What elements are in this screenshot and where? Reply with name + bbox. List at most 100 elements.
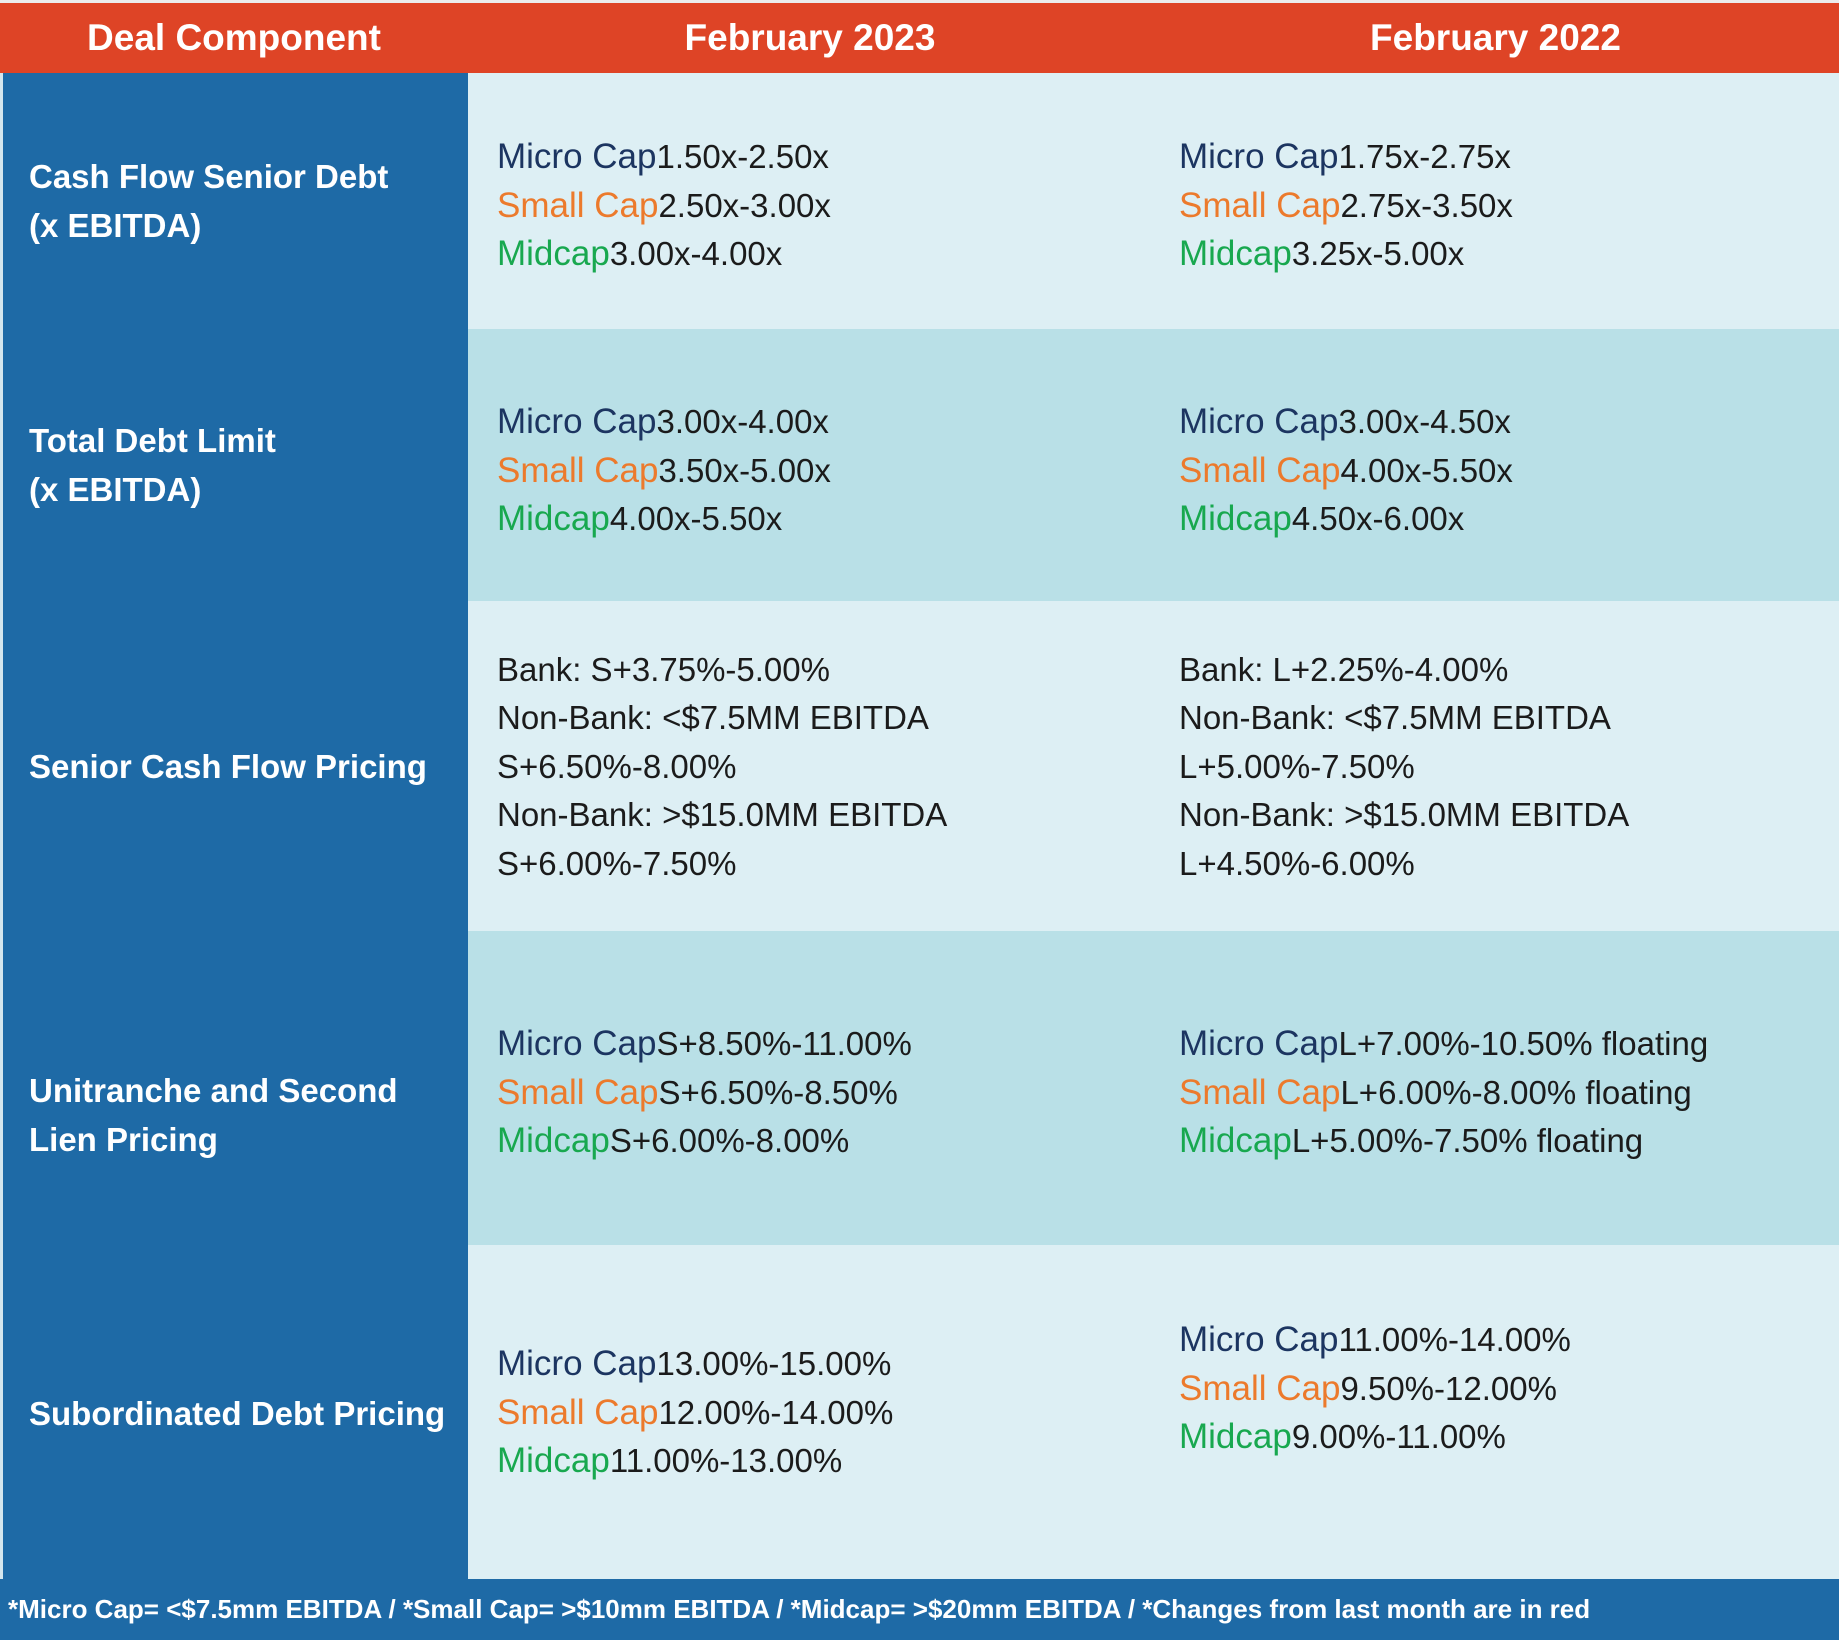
small-cap-label: Small Cap xyxy=(1179,186,1340,225)
nonbank-small-pricing: Non-Bank: <$7.5MM EBITDA S+6.50%-8.00% xyxy=(497,694,1117,791)
cell-2023-unitranche-second-lien: Micro CapS+8.50%-11.00% Small CapS+6.50%… xyxy=(497,1015,1117,1171)
row-label-senior-cash-flow-pricing: Senior Cash Flow Pricing xyxy=(29,601,469,931)
midcap-line: Midcap11.00%-13.00% xyxy=(497,1437,1117,1486)
midcap-label: Midcap xyxy=(1179,1121,1292,1160)
row-label-line: Subordinated Debt Pricing xyxy=(29,1389,445,1438)
midcap-label: Midcap xyxy=(1179,499,1292,538)
micro-cap-label: Micro Cap xyxy=(497,1344,656,1383)
small-cap-line: Small Cap4.00x-5.50x xyxy=(1179,447,1809,496)
cell-2022-unitranche-second-lien: Micro CapL+7.00%-10.50% floating Small C… xyxy=(1179,1015,1809,1171)
micro-cap-line: Micro Cap13.00%-15.00% xyxy=(497,1340,1117,1389)
midcap-label: Midcap xyxy=(1179,234,1292,273)
row-label-line: Cash Flow Senior Debt xyxy=(29,152,388,201)
micro-cap-value: 11.00%-14.00% xyxy=(1338,1321,1570,1358)
nonbank-large-pricing: Non-Bank: >$15.0MM EBITDA S+6.00%-7.50% xyxy=(497,791,1117,888)
row-label-line: Total Debt Limit xyxy=(29,416,276,465)
micro-cap-value: 1.50x-2.50x xyxy=(656,138,828,175)
small-cap-line: Small CapS+6.50%-8.50% xyxy=(497,1069,1117,1118)
cell-2022-senior-cash-flow-pricing: Bank: L+2.25%-4.00% Non-Bank: <$7.5MM EB… xyxy=(1179,646,1809,888)
small-cap-label: Small Cap xyxy=(497,1073,658,1112)
micro-cap-value: 3.00x-4.00x xyxy=(656,403,828,440)
small-cap-label: Small Cap xyxy=(1179,451,1340,490)
small-cap-value: 12.00%-14.00% xyxy=(658,1394,893,1431)
cell-2023-total-debt-limit: Micro Cap3.00x-4.00x Small Cap3.50x-5.00… xyxy=(497,393,1117,549)
midcap-line: Midcap3.00x-4.00x xyxy=(497,230,1117,279)
micro-cap-value: 13.00%-15.00% xyxy=(656,1345,891,1382)
nonbank-large-pricing: Non-Bank: >$15.0MM EBITDA L+4.50%-6.00% xyxy=(1179,791,1809,888)
bank-pricing: Bank: S+3.75%-5.00% xyxy=(497,646,1117,695)
nonbank-small-pricing: Non-Bank: <$7.5MM EBITDA L+5.00%-7.50% xyxy=(1179,694,1809,791)
row-label-line: Unitranche and Second xyxy=(29,1066,398,1115)
midcap-line: Midcap4.50x-6.00x xyxy=(1179,495,1809,544)
midcap-value: 9.00%-11.00% xyxy=(1292,1418,1506,1455)
micro-cap-line: Micro Cap3.00x-4.00x xyxy=(497,398,1117,447)
micro-cap-label: Micro Cap xyxy=(1179,402,1338,441)
small-cap-value: S+6.50%-8.50% xyxy=(658,1074,897,1111)
midcap-label: Midcap xyxy=(497,234,610,273)
cell-2022-total-debt-limit: Micro Cap3.00x-4.50x Small Cap4.00x-5.50… xyxy=(1179,393,1809,549)
midcap-label: Midcap xyxy=(497,499,610,538)
small-cap-label: Small Cap xyxy=(1179,1073,1340,1112)
micro-cap-label: Micro Cap xyxy=(497,402,656,441)
row-label-cash-flow-senior-debt: Cash Flow Senior Debt (x EBITDA) xyxy=(29,73,469,329)
cell-2022-subordinated-debt-pricing: Micro Cap11.00%-14.00% Small Cap9.50%-12… xyxy=(1179,1311,1809,1467)
micro-cap-label: Micro Cap xyxy=(1179,1320,1338,1359)
cell-2023-cash-flow-senior-debt: Micro Cap1.50x-2.50x Small Cap2.50x-3.00… xyxy=(497,128,1117,284)
midcap-line: MidcapS+6.00%-8.00% xyxy=(497,1117,1117,1166)
micro-cap-line: Micro Cap1.50x-2.50x xyxy=(497,133,1117,182)
micro-cap-value: L+7.00%-10.50% floating xyxy=(1338,1025,1708,1062)
row-label-line: (x EBITDA) xyxy=(29,201,388,250)
micro-cap-label: Micro Cap xyxy=(497,137,656,176)
header-february-2023: February 2023 xyxy=(468,3,1152,73)
bank-pricing: Bank: L+2.25%-4.00% xyxy=(1179,646,1809,695)
cell-2023-subordinated-debt-pricing: Micro Cap13.00%-15.00% Small Cap12.00%-1… xyxy=(497,1335,1117,1491)
small-cap-value: 2.50x-3.00x xyxy=(658,187,830,224)
header-february-2022: February 2022 xyxy=(1152,3,1839,73)
row-label-total-debt-limit: Total Debt Limit (x EBITDA) xyxy=(29,329,469,601)
small-cap-value: 2.75x-3.50x xyxy=(1340,187,1512,224)
midcap-label: Midcap xyxy=(497,1441,610,1480)
micro-cap-line: Micro CapS+8.50%-11.00% xyxy=(497,1020,1117,1069)
midcap-line: MidcapL+5.00%-7.50% floating xyxy=(1179,1117,1809,1166)
midcap-line: Midcap3.25x-5.00x xyxy=(1179,230,1809,279)
midcap-value: 4.00x-5.50x xyxy=(610,500,782,537)
footnote: *Micro Cap= <$7.5mm EBITDA / *Small Cap=… xyxy=(0,1579,1839,1640)
small-cap-value: 3.50x-5.00x xyxy=(658,452,830,489)
small-cap-line: Small Cap12.00%-14.00% xyxy=(497,1389,1117,1438)
micro-cap-line: Micro CapL+7.00%-10.50% floating xyxy=(1179,1020,1809,1069)
small-cap-line: Small Cap3.50x-5.00x xyxy=(497,447,1117,496)
midcap-value: L+5.00%-7.50% floating xyxy=(1292,1122,1643,1159)
small-cap-value: 9.50%-12.00% xyxy=(1340,1370,1556,1407)
header-deal-component: Deal Component xyxy=(0,3,468,73)
midcap-line: Midcap4.00x-5.50x xyxy=(497,495,1117,544)
midcap-value: S+6.00%-8.00% xyxy=(610,1122,849,1159)
cell-2022-cash-flow-senior-debt: Micro Cap1.75x-2.75x Small Cap2.75x-3.50… xyxy=(1179,128,1809,284)
small-cap-line: Small Cap2.75x-3.50x xyxy=(1179,182,1809,231)
midcap-line: Midcap9.00%-11.00% xyxy=(1179,1413,1809,1462)
small-cap-line: Small CapL+6.00%-8.00% floating xyxy=(1179,1069,1809,1118)
micro-cap-line: Micro Cap1.75x-2.75x xyxy=(1179,133,1809,182)
micro-cap-label: Micro Cap xyxy=(1179,1024,1338,1063)
row-label-subordinated-debt-pricing: Subordinated Debt Pricing xyxy=(29,1375,469,1451)
row-label-unitranche-second-lien: Unitranche and Second Lien Pricing xyxy=(29,1018,469,1212)
micro-cap-value: 3.00x-4.50x xyxy=(1338,403,1510,440)
midcap-label: Midcap xyxy=(497,1121,610,1160)
midcap-value: 3.00x-4.00x xyxy=(610,235,782,272)
small-cap-label: Small Cap xyxy=(1179,1369,1340,1408)
row-label-line: Senior Cash Flow Pricing xyxy=(29,742,427,791)
midcap-label: Midcap xyxy=(1179,1417,1292,1456)
small-cap-value: 4.00x-5.50x xyxy=(1340,452,1512,489)
small-cap-line: Small Cap9.50%-12.00% xyxy=(1179,1365,1809,1414)
row-label-line: Lien Pricing xyxy=(29,1115,398,1164)
midcap-value: 3.25x-5.00x xyxy=(1292,235,1464,272)
micro-cap-value: S+8.50%-11.00% xyxy=(656,1025,911,1062)
small-cap-label: Small Cap xyxy=(497,451,658,490)
cell-2023-senior-cash-flow-pricing: Bank: S+3.75%-5.00% Non-Bank: <$7.5MM EB… xyxy=(497,646,1117,888)
micro-cap-value: 1.75x-2.75x xyxy=(1338,138,1510,175)
micro-cap-label: Micro Cap xyxy=(497,1024,656,1063)
table-header: Deal Component February 2023 February 20… xyxy=(0,0,1839,73)
small-cap-label: Small Cap xyxy=(497,186,658,225)
micro-cap-line: Micro Cap3.00x-4.50x xyxy=(1179,398,1809,447)
micro-cap-label: Micro Cap xyxy=(1179,137,1338,176)
